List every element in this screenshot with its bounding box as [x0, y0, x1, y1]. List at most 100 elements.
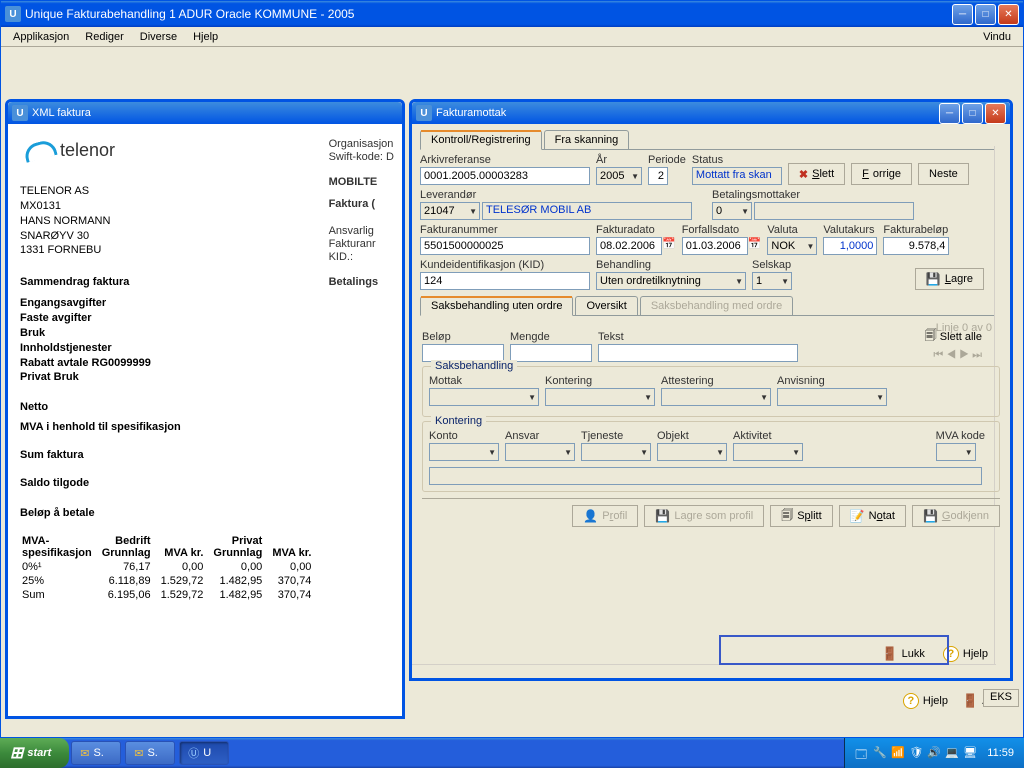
app-hjelp-button[interactable]: Hjelp	[903, 693, 948, 709]
statusbar: EKS	[983, 689, 1019, 707]
user-icon	[583, 509, 598, 523]
telenor-mark-icon	[20, 136, 54, 164]
minimize-button[interactable]: ─	[952, 4, 973, 25]
ar-select[interactable]: 2005	[596, 167, 642, 185]
notat-button[interactable]: Notat	[839, 505, 906, 527]
save-icon	[655, 509, 670, 523]
record-nav[interactable]: ⏮ ◀ ▶ ⏭	[933, 349, 982, 362]
betalingsmottaker-navn	[754, 202, 914, 220]
kontering-group: Kontering Konto Ansvar Tjeneste Objekt A…	[422, 421, 1000, 492]
xml-titlebar[interactable]: U XML faktura	[8, 102, 402, 124]
profil-button[interactable]: Profil	[572, 505, 638, 527]
calendar-icon[interactable]	[662, 237, 676, 255]
background-outline	[719, 635, 949, 665]
menu-hjelp[interactable]: Hjelp	[185, 29, 226, 45]
xml-icon: U	[12, 105, 28, 121]
tab-saks-uten[interactable]: Saksbehandling uten ordre	[420, 296, 573, 316]
kontering-select[interactable]	[545, 388, 655, 406]
tray-icon[interactable]: 💻	[945, 746, 959, 760]
fakturadato-input[interactable]	[596, 237, 662, 255]
mottak-body: Kontroll/Registrering Fra skanning Arkiv…	[412, 124, 1010, 678]
action-row: Profil Lagre som profil Splitt Notat God…	[422, 498, 1000, 527]
arkiv-input[interactable]	[420, 167, 590, 185]
tray-icon[interactable]: 🔧	[873, 746, 887, 760]
system-tray[interactable]: 🗔 🔧 📶 🛡 🔊 💻 🖥 11:59	[844, 738, 1024, 768]
close-button[interactable]: ✕	[998, 4, 1019, 25]
windows-logo-icon: ⊞	[10, 743, 23, 763]
scrollbar-horizontal[interactable]	[412, 664, 996, 678]
tray-icon[interactable]: 📶	[891, 746, 905, 760]
main-app-window: U Unique Fakturabehandling 1 ADUR Oracle…	[0, 0, 1024, 738]
leverandor-kode-select[interactable]: 21047	[420, 202, 480, 220]
mottak-minimize-button[interactable]: ─	[939, 103, 960, 124]
door-icon	[962, 693, 978, 709]
calendar-icon[interactable]	[748, 237, 762, 255]
mva-table: MVA-spesifikasjon BedriftGrunnlag MVA kr…	[20, 533, 321, 603]
aktivitet-select[interactable]	[733, 443, 803, 461]
clock[interactable]: 11:59	[987, 747, 1014, 759]
menu-rediger[interactable]: Rediger	[77, 29, 132, 45]
mid-tabs: Saksbehandling uten ordre Oversikt Saksb…	[420, 296, 1002, 316]
menubar: Applikasjon Rediger Diverse Hjelp Vindu	[1, 27, 1023, 47]
lagre-profil-button[interactable]: Lagre som profil	[644, 505, 764, 527]
mottak-select[interactable]	[429, 388, 539, 406]
godkjenn-button[interactable]: Godkjenn	[912, 505, 1000, 527]
hjelp-button[interactable]: Hjelp	[943, 646, 988, 662]
tab-saks-med: Saksbehandling med ordre	[640, 296, 793, 315]
main-titlebar[interactable]: U Unique Fakturabehandling 1 ADUR Oracle…	[1, 1, 1023, 27]
behandling-select[interactable]: Uten ordretilknytning	[596, 272, 746, 290]
fakturamottak-window: U Fakturamottak ─ □ ✕ Kontroll/Registrer…	[409, 99, 1013, 681]
selskap-select[interactable]: 1	[752, 272, 792, 290]
note-icon	[850, 509, 865, 523]
taskbar-item-1[interactable]: S.	[71, 741, 121, 765]
slett-button[interactable]: Slett	[788, 163, 845, 185]
betalingsmottaker-select[interactable]: 0	[712, 202, 752, 220]
tab-kontroll[interactable]: Kontroll/Registrering	[420, 130, 542, 150]
mottak-close-button[interactable]: ✕	[985, 103, 1006, 124]
taskbar-item-3[interactable]: ⓊU	[179, 741, 229, 765]
forfallsdato-input[interactable]	[682, 237, 748, 255]
maximize-button[interactable]: □	[975, 4, 996, 25]
app-icon: U	[5, 6, 21, 22]
kid-input[interactable]	[420, 272, 590, 290]
valuta-select[interactable]: NOK	[767, 237, 817, 255]
objekt-select[interactable]	[657, 443, 727, 461]
xml-faktura-window: U XML faktura Organisasjon Swift-kode: D…	[5, 99, 405, 719]
tray-icon[interactable]: 🔊	[927, 746, 941, 760]
anvisning-select[interactable]	[777, 388, 887, 406]
mengde-input[interactable]	[510, 344, 592, 362]
copy-icon	[781, 506, 793, 527]
tab-oversikt[interactable]: Oversikt	[575, 296, 637, 315]
linje-counter: Linje 0 av 0	[936, 322, 992, 334]
tray-icon[interactable]: 🛡	[909, 746, 923, 760]
menu-applikasjon[interactable]: Applikasjon	[5, 29, 77, 45]
lagre-button[interactable]: Lagre	[915, 268, 984, 290]
menu-vindu[interactable]: Vindu	[975, 29, 1019, 45]
forrige-button[interactable]: Forrige	[851, 163, 912, 185]
taskbar-item-2[interactable]: S.	[125, 741, 175, 765]
periode-input[interactable]	[648, 167, 668, 185]
help-icon	[903, 693, 919, 709]
xml-title: XML faktura	[32, 107, 91, 119]
valutakurs-input[interactable]	[823, 237, 877, 255]
tray-icon[interactable]: 🖥	[963, 746, 977, 760]
splitt-button[interactable]: Splitt	[770, 505, 832, 527]
ansvar-select[interactable]	[505, 443, 575, 461]
tray-icon[interactable]: 🗔	[855, 746, 869, 760]
top-tabs: Kontroll/Registrering Fra skanning	[420, 130, 1002, 150]
fakturanummer-input[interactable]	[420, 237, 590, 255]
mottak-titlebar[interactable]: U Fakturamottak ─ □ ✕	[412, 102, 1010, 124]
telenor-text: telenor	[60, 140, 115, 161]
fakturabelop-input[interactable]	[883, 237, 949, 255]
mail-icon	[80, 747, 89, 760]
tab-skanning[interactable]: Fra skanning	[544, 130, 630, 149]
attestering-select[interactable]	[661, 388, 771, 406]
tjeneste-select[interactable]	[581, 443, 651, 461]
mottak-maximize-button[interactable]: □	[962, 103, 983, 124]
start-button[interactable]: ⊞ start	[0, 738, 69, 768]
neste-button[interactable]: Neste	[918, 163, 969, 185]
tekst-input[interactable]	[598, 344, 798, 362]
konto-select[interactable]	[429, 443, 499, 461]
menu-diverse[interactable]: Diverse	[132, 29, 185, 45]
mvakode-select[interactable]	[936, 443, 976, 461]
